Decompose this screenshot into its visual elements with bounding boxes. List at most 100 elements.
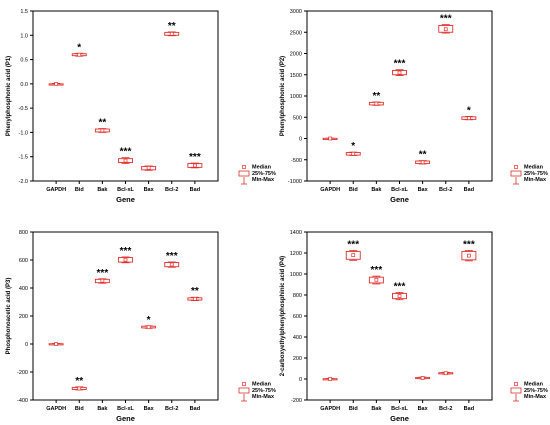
x-axis-label: Gene [116, 195, 135, 204]
box-Bcl-2 [438, 371, 454, 376]
significance-label: ** [419, 150, 427, 161]
significance-label: ** [75, 376, 83, 387]
box-Bcl-2: ** [164, 21, 180, 37]
chart-panel-4: 1400 1200 1000 800 600 400 200 0 -200 GAPDH Bid Bak… [280, 230, 548, 423]
box-Bak: *** [368, 265, 384, 285]
y-tick-label: -500 [291, 158, 302, 164]
legend-median-marker [514, 382, 518, 386]
significance-label: *** [371, 265, 383, 276]
median-marker [443, 27, 448, 32]
significance-label: * [77, 42, 81, 53]
legend-median-marker [242, 382, 246, 386]
y-tick-label: 0 [299, 377, 302, 383]
significance-label: *** [440, 14, 452, 25]
y-tick-label: -2.0 [19, 179, 28, 185]
x-tick-label: Bcl-2 [439, 406, 452, 412]
legend-box-marker [238, 170, 250, 177]
box-Bak: ** [94, 118, 110, 133]
significance-label: *** [394, 59, 406, 70]
y-tick-label: 600 [293, 314, 302, 320]
legend-label: 25%-75% [252, 388, 276, 394]
box-Bad: *** [461, 239, 477, 262]
median-marker [123, 257, 128, 262]
x-axis-label: Gene [116, 414, 135, 423]
median-marker [328, 377, 332, 381]
y-tick-label: 800 [19, 230, 28, 236]
significance-label: ** [98, 118, 106, 129]
legend-median-marker [514, 165, 518, 169]
x-axis-label: Gene [390, 195, 409, 204]
median-marker [467, 116, 471, 120]
y-tick-label: 2500 [290, 30, 302, 36]
median-marker [397, 294, 402, 298]
y-tick-label: 1500 [290, 73, 302, 79]
y-tick-label: 400 [19, 286, 28, 292]
median-marker [146, 166, 151, 170]
x-tick-label: GAPDH [46, 406, 66, 412]
y-tick-label: 600 [19, 258, 28, 264]
box-Bcl-2: *** [438, 14, 454, 34]
significance-label: ** [372, 91, 380, 102]
box-Bak: *** [94, 268, 110, 284]
x-tick-label: Bid [75, 187, 84, 193]
y-tick-label: 200 [293, 356, 302, 362]
median-marker [420, 160, 425, 165]
median-marker [397, 70, 402, 75]
x-tick-label: GAPDH [320, 406, 340, 412]
median-marker [54, 82, 58, 86]
legend-label: 25%-75% [524, 171, 548, 177]
y-tick-label: 3000 [290, 9, 302, 15]
legend-label: Min-Max [524, 177, 547, 183]
legend-label: Median [524, 382, 544, 388]
legend-label: Min-Max [252, 177, 275, 183]
box-Bcl-xL: *** [392, 59, 407, 76]
box-Bid: *** [345, 239, 361, 261]
chart-panel-1: 1.5 1.0 0.5 0.0 -0.5 -1.0 -1.5 -2.0 GAPDH Bid Bak B… [6, 9, 276, 204]
significance-label: * [467, 105, 471, 116]
x-tick-label: Bax [418, 187, 429, 193]
y-tick-label: 400 [293, 335, 302, 341]
y-tick-label: 800 [293, 293, 302, 299]
median-marker [54, 342, 58, 346]
significance-label: ** [191, 286, 199, 297]
box-GAPDH [322, 136, 338, 141]
x-tick-label: Bad [464, 406, 474, 412]
y-tick-label: -1.0 [19, 130, 28, 136]
y-tick-label: -1000 [288, 179, 302, 185]
median-marker [328, 136, 332, 141]
box-GAPDH [48, 82, 64, 86]
x-tick-label: Bak [371, 406, 382, 412]
y-tick-label: -0.5 [19, 106, 28, 112]
significance-label: *** [394, 281, 406, 292]
x-tick-label: GAPDH [320, 187, 340, 193]
box-Bad: * [461, 105, 477, 121]
y-tick-label: 0 [25, 342, 28, 348]
legend-label: Median [524, 165, 544, 171]
y-tick-label: 1.5 [20, 9, 28, 15]
median-marker [420, 376, 425, 380]
median-marker [374, 277, 379, 282]
x-tick-label: GAPDH [46, 187, 66, 193]
y-tick-label: 1400 [290, 230, 302, 236]
median-marker [443, 371, 448, 376]
box-Bid: ** [71, 376, 87, 391]
median-marker [77, 386, 82, 391]
x-tick-label: Bcl-xL [391, 187, 408, 193]
box-Bax: ** [415, 150, 431, 165]
significance-label: *** [120, 246, 132, 257]
x-tick-label: Bcl-xL [117, 187, 134, 193]
y-tick-label: 0 [299, 137, 302, 143]
legend-box-marker [238, 387, 250, 394]
box-Bcl-xL: *** [118, 147, 133, 164]
chart-panel-3: 800 600 400 200 0 -200 -400 GAPDH Bid Bak Bcl-xL Ba… [6, 230, 276, 423]
x-tick-label: Bid [349, 187, 358, 193]
y-axis-label: 2-carboxyethylphenylphosphinic acid (P4) [280, 256, 286, 376]
box-Bak: ** [368, 91, 384, 106]
legend-label: Median [252, 382, 272, 388]
y-tick-label: -200 [17, 370, 28, 376]
x-tick-label: Bad [190, 187, 200, 193]
x-tick-label: Bad [190, 406, 200, 412]
legend-label: 25%-75% [252, 171, 276, 177]
